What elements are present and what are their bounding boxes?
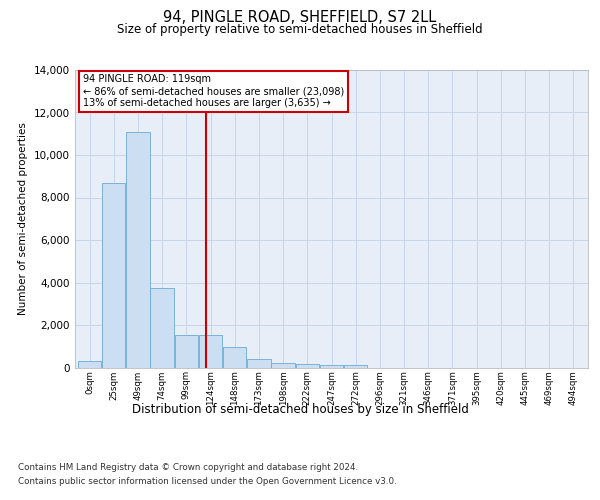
Text: Size of property relative to semi-detached houses in Sheffield: Size of property relative to semi-detach… — [117, 22, 483, 36]
Bar — [199, 334, 222, 368]
Bar — [78, 361, 101, 368]
Bar — [151, 288, 174, 368]
Bar — [102, 182, 125, 368]
Bar — [344, 365, 367, 368]
Text: Distribution of semi-detached houses by size in Sheffield: Distribution of semi-detached houses by … — [131, 402, 469, 415]
Bar — [175, 334, 198, 368]
Bar — [296, 364, 319, 368]
Bar — [320, 365, 343, 368]
Bar — [126, 132, 149, 368]
Text: Contains public sector information licensed under the Open Government Licence v3: Contains public sector information licen… — [18, 478, 397, 486]
Text: Contains HM Land Registry data © Crown copyright and database right 2024.: Contains HM Land Registry data © Crown c… — [18, 462, 358, 471]
Bar — [271, 362, 295, 368]
Bar — [247, 360, 271, 368]
Text: 94 PINGLE ROAD: 119sqm
← 86% of semi-detached houses are smaller (23,098)
13% of: 94 PINGLE ROAD: 119sqm ← 86% of semi-det… — [83, 74, 344, 108]
Text: 94, PINGLE ROAD, SHEFFIELD, S7 2LL: 94, PINGLE ROAD, SHEFFIELD, S7 2LL — [163, 10, 437, 25]
Bar — [223, 348, 247, 368]
Y-axis label: Number of semi-detached properties: Number of semi-detached properties — [19, 122, 28, 315]
